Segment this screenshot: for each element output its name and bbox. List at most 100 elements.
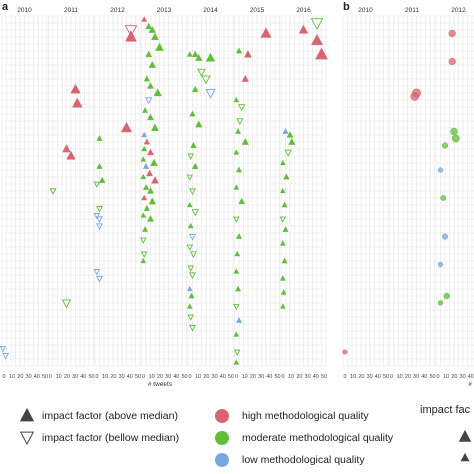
data-point <box>441 233 449 240</box>
data-point <box>187 314 195 321</box>
data-point <box>235 166 243 173</box>
data-point <box>189 110 196 117</box>
x-tick-label: 0 <box>343 374 346 380</box>
data-point <box>142 107 149 113</box>
data-point <box>120 121 133 133</box>
data-point <box>0 346 7 353</box>
data-point <box>96 223 103 231</box>
data-point <box>234 250 241 257</box>
data-point <box>279 275 286 281</box>
x-tick-label: 30 <box>305 374 311 380</box>
panel-label-b: b <box>343 1 350 13</box>
x-tick-label: 10 <box>350 374 356 380</box>
data-point <box>342 349 348 355</box>
x-tick-label: 40 <box>266 374 272 380</box>
data-point <box>93 269 101 276</box>
data-point <box>62 144 71 153</box>
data-point <box>189 233 196 241</box>
x-axis-title: # tweets <box>148 381 173 388</box>
x-tick-label: 10 <box>9 374 15 380</box>
x-tick-label: 0 <box>436 374 439 380</box>
x-tick-label: 10 <box>242 374 248 380</box>
x-tick-label: 0 <box>390 374 393 380</box>
facet-label: 2012 <box>451 7 466 14</box>
x-tick-label: 20 <box>157 374 163 380</box>
data-point <box>146 169 154 177</box>
x-tick-label: 20 <box>17 374 23 380</box>
data-point <box>284 149 292 157</box>
data-point <box>145 22 153 30</box>
data-point <box>451 134 460 143</box>
x-tick-label: 50 <box>429 374 435 380</box>
legend-marks <box>19 407 472 467</box>
data-point <box>96 216 103 224</box>
data-point <box>141 145 148 152</box>
data-point <box>144 97 153 105</box>
x-tick-label: 50 <box>135 374 141 380</box>
legend-mark-impact-below <box>19 431 35 446</box>
data-point <box>450 127 458 136</box>
data-point <box>233 359 240 365</box>
data-point <box>155 42 164 51</box>
data-point <box>191 50 199 58</box>
facet-label: 2010 <box>358 7 373 14</box>
data-point <box>233 149 240 155</box>
x-tick-label: 40 <box>127 374 133 380</box>
x-tick-label: 40 <box>421 374 427 380</box>
data-point <box>288 137 296 145</box>
data-point <box>189 324 196 332</box>
x-tick-label: 40 <box>313 374 319 380</box>
data-point <box>437 261 444 268</box>
data-point <box>124 25 138 38</box>
data-point <box>201 75 211 85</box>
data-point <box>279 303 286 309</box>
x-tick-label: 30 <box>26 374 32 380</box>
x-tick-label: 0 <box>188 374 191 380</box>
data-point <box>140 212 147 218</box>
data-point <box>140 257 147 264</box>
data-point <box>410 92 420 101</box>
data-point <box>141 131 148 138</box>
data-point <box>148 60 156 68</box>
x-tick-label: 20 <box>203 374 209 380</box>
data-point <box>93 213 101 220</box>
data-point <box>142 226 149 232</box>
data-point <box>49 188 57 196</box>
data-point <box>147 187 154 194</box>
legend-item-high: high methodological quality <box>238 410 369 422</box>
data-point <box>280 289 287 295</box>
data-point <box>147 215 154 222</box>
data-point <box>187 265 195 272</box>
data-point <box>142 184 150 190</box>
data-point <box>188 292 195 299</box>
data-point <box>238 197 246 205</box>
data-point <box>96 135 103 141</box>
data-point <box>286 131 294 138</box>
facet-label: 2014 <box>203 7 218 14</box>
x-tick-label: 50 <box>88 374 94 380</box>
x-tick-label: 50 <box>321 374 327 380</box>
x-tick-label: 10 <box>397 374 403 380</box>
data-point <box>233 304 240 311</box>
legend-label-impact-below: impact factor (bellow median) <box>42 432 180 444</box>
facet-label: 2015 <box>250 7 265 14</box>
data-point <box>125 30 137 42</box>
facet-label: 2013 <box>157 7 172 14</box>
x-tick-label: 40 <box>375 374 381 380</box>
legend-mark-low <box>215 453 229 467</box>
data-point <box>233 268 240 274</box>
data-point <box>233 184 240 190</box>
data-point <box>189 251 197 259</box>
x-tick-label: 20 <box>451 374 457 380</box>
legend-label-moderate: moderate methodological quality <box>242 432 394 444</box>
data-point <box>96 163 103 169</box>
legend-title-impact-b-text: impact fac <box>420 404 471 416</box>
data-point <box>233 216 240 223</box>
x-tick-label: 20 <box>358 374 364 380</box>
data-point <box>205 52 216 62</box>
data-point <box>190 141 197 148</box>
legend-item-impact-below: impact factor (bellow median) <box>38 432 179 444</box>
x-tick-label: 20 <box>405 374 411 380</box>
x-tick-label: 0 <box>95 374 98 380</box>
